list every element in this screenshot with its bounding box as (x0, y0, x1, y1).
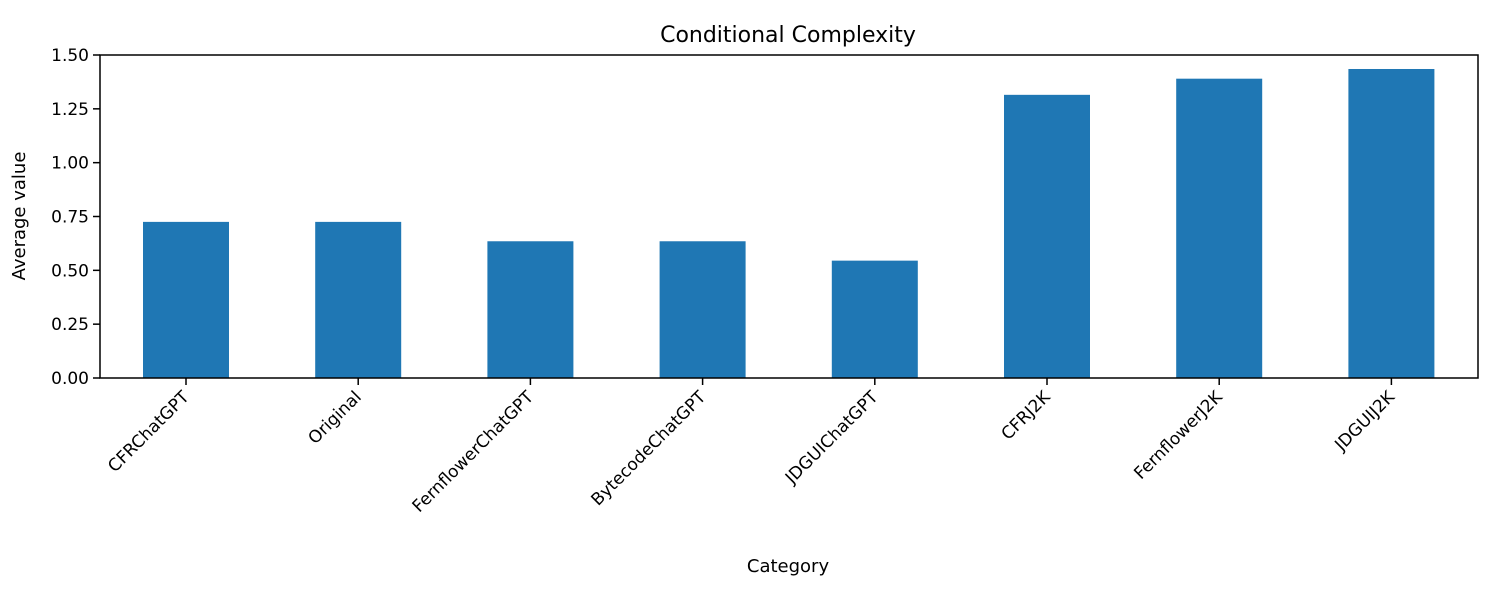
y-tick-label: 1.50 (51, 46, 89, 66)
bar-cfrchatgpt (143, 221, 229, 378)
x-tick-label: FernflowerChatGPT (409, 387, 539, 517)
bar-fernflowerchatgpt (487, 241, 574, 378)
chart-title: Conditional Complexity (660, 23, 916, 48)
y-tick-label: 1.25 (51, 100, 89, 120)
bar-fernflowerj2k (1176, 78, 1263, 378)
x-tick-label: Original (305, 387, 366, 448)
plot-frame (99, 54, 1479, 379)
bars-group (143, 68, 1435, 378)
y-tick-label: 0.75 (51, 208, 89, 228)
bar-cfrj2k (1004, 94, 1090, 378)
x-tick-label: JDGUIJ2K (1331, 387, 1400, 456)
x-tick-label: CFRJ2K (998, 387, 1055, 444)
x-tick-label: BytecodeChatGPT (588, 387, 711, 510)
bar-original (315, 221, 402, 378)
x-tick-label: JDGUIChatGPT (781, 387, 883, 489)
y-axis: 0.00 0.25 0.50 0.75 1.00 1.25 1.50 (51, 46, 100, 389)
x-tick-label: FernflowerJ2K (1130, 387, 1227, 484)
y-tick-label: 1.00 (51, 154, 89, 174)
y-axis-label: Average value (9, 152, 30, 281)
x-axis: CFRChatGPT Original FernflowerChatGPT Bytec… (104, 378, 1400, 517)
x-tick-label: CFRChatGPT (104, 387, 194, 477)
y-tick-label: 0.50 (51, 261, 89, 281)
bar-jdguichatgpt (831, 260, 918, 378)
y-tick-label: 0.25 (51, 315, 89, 335)
bar-bytecodechatgpt (659, 241, 746, 378)
y-tick-label: 0.00 (51, 369, 89, 389)
bar-jdguij2k (1348, 68, 1435, 378)
x-axis-label: Category (747, 556, 830, 577)
